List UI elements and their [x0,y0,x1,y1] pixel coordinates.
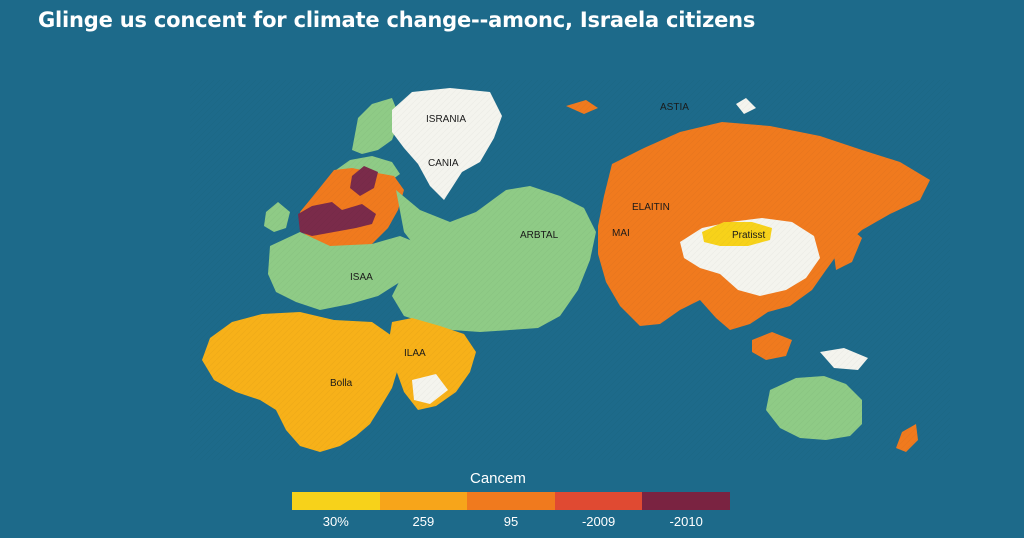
label-ilaa: ILAA [404,348,426,359]
legend-labels: 30% 259 95 -2009 -2010 [292,514,730,529]
legend-title: Cancem [470,470,526,487]
legend-label-4: -2009 [581,514,616,529]
legend-label-2: 259 [412,514,435,529]
label-asia: ASTIA [660,102,689,113]
label-elaitin: ELAITIN [632,202,670,213]
legend-label-5: -2010 [669,514,703,529]
legend-swatch-2 [379,492,468,510]
map-texture-overlay [190,80,950,460]
label-arbtal: ARBTAL [520,230,559,241]
legend-bar [292,492,730,510]
label-pratisst: Pratisst [732,230,766,241]
page-title: Glinge us concent for climate change--am… [38,8,756,32]
label-bolla: Bolla [330,378,353,389]
label-isaa: ISAA [350,272,373,283]
legend-swatch-5 [642,492,730,510]
legend-swatch-1 [292,492,380,510]
label-cania: CANIA [428,158,459,169]
legend-swatch-4 [554,492,643,510]
legend-label-1: 30% [322,514,349,529]
label-mai: MAI [612,228,630,239]
legend-swatch-3 [467,492,555,510]
label-israna: ISRANIA [426,114,466,125]
legend-label-3: 95 [503,514,519,529]
